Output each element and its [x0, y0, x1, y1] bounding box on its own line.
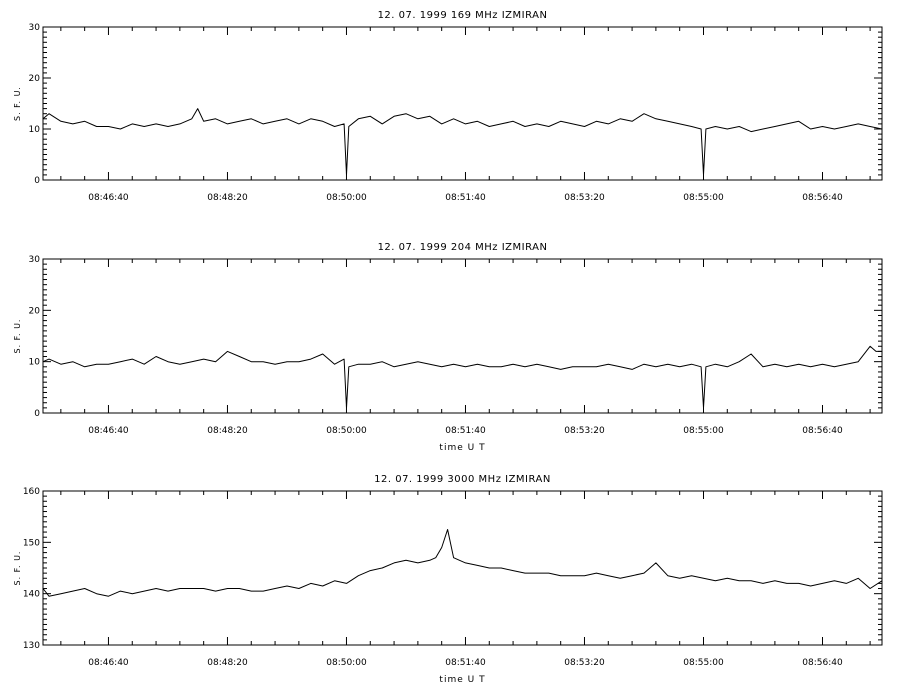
- x-tick-label: 08:48:20: [207, 658, 248, 668]
- y-axis-label: S. F. U.: [13, 86, 22, 121]
- x-tick-label: 08:51:40: [445, 658, 486, 668]
- x-tick-label: 08:56:40: [802, 193, 843, 203]
- x-tick-label: 08:46:40: [88, 426, 129, 436]
- x-tick-label: 08:53:20: [564, 193, 605, 203]
- x-axis-label: time U T: [439, 443, 485, 453]
- series-line: [42, 345, 882, 409]
- x-tick-label: 08:48:20: [207, 426, 248, 436]
- x-tick-label: 08:55:00: [683, 426, 724, 436]
- y-tick-label: 140: [23, 590, 40, 600]
- y-tick-label: 0: [34, 176, 40, 186]
- x-tick-label: 08:50:00: [326, 193, 367, 203]
- x-tick-label: 08:56:40: [802, 658, 843, 668]
- x-tick-label: 08:53:20: [564, 426, 605, 436]
- y-tick-label: 10: [29, 125, 41, 135]
- chart-panel-2: 12. 07. 1999 204 MHz IZMIRAN S. F. U. time…: [13, 242, 883, 453]
- chart-panel-1: 12. 07. 1999 169 MHz IZMIRAN S. F. U. 0 10 2…: [13, 10, 883, 203]
- x-tick-label: 08:55:00: [683, 658, 724, 668]
- x-tick-label: 08:51:40: [445, 193, 486, 203]
- y-tick-label: 30: [29, 255, 41, 265]
- chart-panel-3: 12. 07. 1999 3000 MHz IZMIRAN S. F. U. tim…: [13, 474, 883, 685]
- chart-title: 12. 07. 1999 3000 MHz IZMIRAN: [374, 474, 551, 485]
- x-tick-label: 08:55:00: [683, 193, 724, 203]
- y-tick-label: 10: [29, 358, 41, 368]
- plot-frame: [42, 26, 883, 181]
- y-tick-label: 0: [34, 409, 40, 419]
- plot-frame: [42, 258, 883, 414]
- x-tick-label: 08:48:20: [207, 193, 248, 203]
- x-tick-label: 08:50:00: [326, 658, 367, 668]
- chart-title: 12. 07. 1999 204 MHz IZMIRAN: [378, 242, 548, 253]
- x-tick-label: 08:53:20: [564, 658, 605, 668]
- plot-frame: [42, 490, 883, 646]
- y-tick-label: 150: [23, 538, 40, 548]
- y-tick-label: 20: [29, 306, 41, 316]
- y-tick-label: 160: [23, 487, 40, 497]
- chart-title: 12. 07. 1999 169 MHz IZMIRAN: [378, 10, 548, 21]
- y-tick-label: 130: [23, 641, 40, 651]
- series-line: [42, 529, 883, 597]
- x-axis-label: time U T: [439, 675, 485, 685]
- series-line: [42, 108, 883, 176]
- x-tick-label: 08:46:40: [88, 193, 129, 203]
- x-tick-label: 08:46:40: [88, 658, 129, 668]
- y-axis-label: S. F. U.: [13, 551, 22, 586]
- x-tick-label: 08:51:40: [445, 426, 486, 436]
- x-tick-label: 08:50:00: [326, 426, 367, 436]
- y-axis-label: S. F. U.: [13, 319, 22, 354]
- x-tick-label: 08:56:40: [802, 426, 843, 436]
- y-tick-label: 30: [29, 23, 41, 33]
- y-tick-label: 20: [29, 74, 41, 84]
